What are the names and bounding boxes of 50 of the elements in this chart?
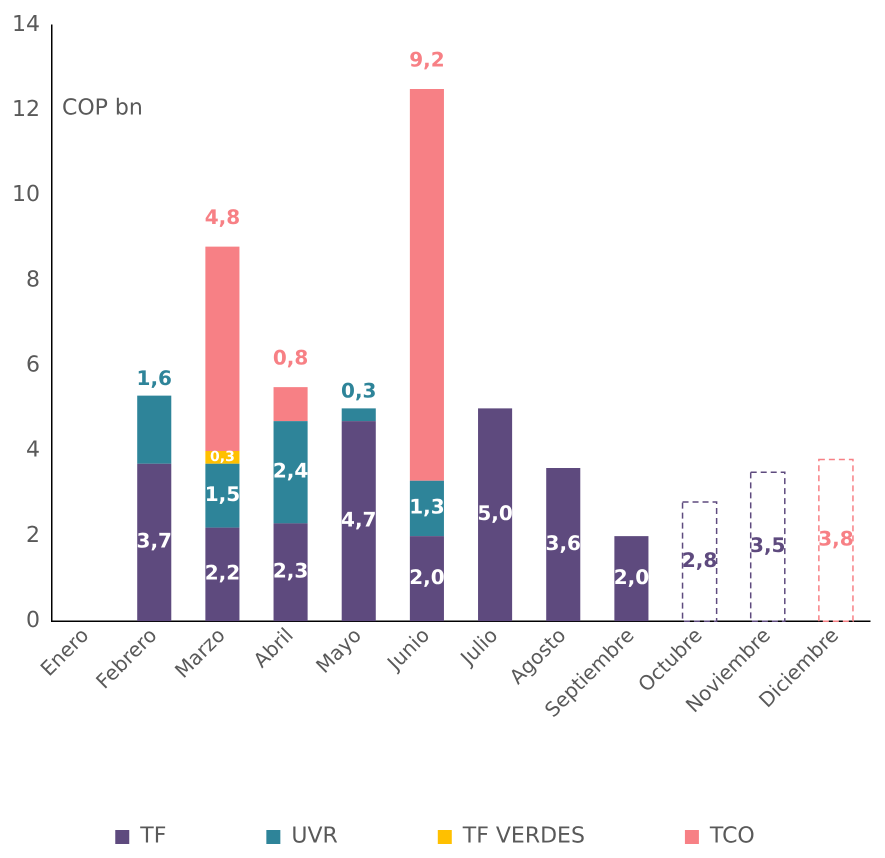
data-label: 0,3 xyxy=(210,448,235,465)
bar xyxy=(614,536,648,622)
bar xyxy=(546,468,580,622)
y-tick-label: 8 xyxy=(26,267,40,292)
data-label: 2,0 xyxy=(409,564,445,589)
bar xyxy=(274,421,308,524)
legend-label: TF xyxy=(139,824,166,849)
data-label: 5,0 xyxy=(477,501,513,526)
legend-label: TF VERDES xyxy=(462,824,585,849)
bar xyxy=(205,246,240,451)
bar xyxy=(818,458,854,622)
bar xyxy=(274,387,308,422)
data-label: 2,2 xyxy=(204,560,240,585)
data-label: 9,2 xyxy=(409,47,445,72)
data-label: 0,3 xyxy=(341,378,376,403)
y-tick-label: 14 xyxy=(12,12,40,37)
bar xyxy=(410,536,444,622)
bar xyxy=(410,89,444,481)
bar xyxy=(137,396,172,464)
data-label: 2,3 xyxy=(272,558,308,582)
data-label: 2,8 xyxy=(682,548,718,572)
data-label: 4,7 xyxy=(341,507,376,532)
y-tick-label: 4 xyxy=(26,438,40,463)
bar xyxy=(342,421,376,622)
y-tick-label: 6 xyxy=(26,352,40,378)
y-axis-title: COP bn xyxy=(62,95,143,120)
bar xyxy=(274,523,308,622)
data-label: 4,8 xyxy=(204,204,240,229)
data-label: 3,8 xyxy=(818,526,854,551)
bar xyxy=(205,528,240,622)
y-tick-label: 12 xyxy=(12,97,40,122)
data-label: 2,0 xyxy=(614,564,650,589)
y-tick-label: 10 xyxy=(12,182,40,208)
data-label: 2,4 xyxy=(272,458,308,482)
bar xyxy=(750,471,786,622)
bar xyxy=(342,408,376,422)
data-label: 3,5 xyxy=(750,532,786,557)
legend-label: TCO xyxy=(708,824,755,849)
y-tick-label: 0 xyxy=(26,608,40,633)
data-label: 1,3 xyxy=(409,494,445,519)
data-label: 0,8 xyxy=(272,345,308,370)
bar xyxy=(137,464,172,622)
data-label: 1,5 xyxy=(204,482,240,506)
data-label: 3,6 xyxy=(546,530,581,555)
bar xyxy=(682,501,718,622)
legend-label: UVR xyxy=(291,824,338,849)
bar xyxy=(478,408,512,622)
data-label: 1,6 xyxy=(136,366,172,390)
data-label: 3,7 xyxy=(136,528,172,553)
y-tick-label: 2 xyxy=(26,522,40,548)
